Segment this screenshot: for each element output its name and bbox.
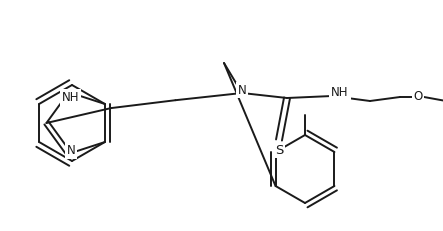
Text: S: S <box>275 143 283 156</box>
Text: O: O <box>413 91 423 103</box>
Text: NH: NH <box>62 91 80 104</box>
Text: NH: NH <box>331 86 349 100</box>
Text: N: N <box>66 144 75 157</box>
Text: N: N <box>237 83 246 97</box>
